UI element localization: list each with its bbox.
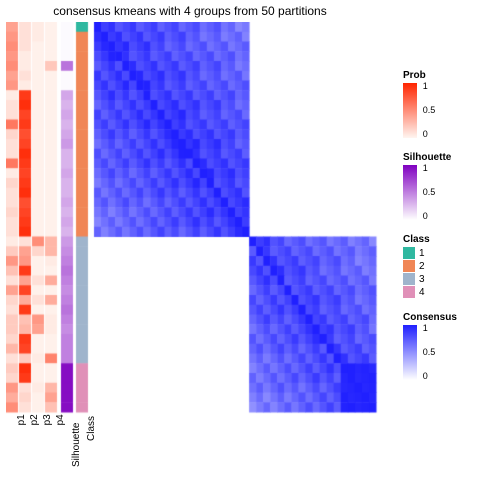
xlabel-p3: p3 [42,414,53,425]
page-title: consensus kmeans with 4 groups from 50 p… [0,4,380,18]
class-swatch-1: 1 [403,247,498,259]
class-swatch-4: 4 [403,286,498,298]
class-swatch-3: 3 [403,273,498,285]
prob-gradient [403,83,417,138]
xlabel-class: Class [86,416,97,441]
legend-silhouette: Silhouette 1 0.5 0 [403,152,498,220]
xlabel-p2: p2 [29,414,40,425]
consensus-heatmap [6,22,386,452]
xlabel-silhouette: Silhouette [71,423,82,467]
class-swatch-2: 2 [403,260,498,272]
legend-prob: Prob 1 0.5 0 [403,70,498,138]
xlabel-p1: p1 [16,414,27,425]
legend-consensus: Consensus 1 0.5 0 [403,312,498,380]
consensus-gradient [403,325,417,380]
legend-class: Class 1234 [403,234,498,298]
xlabel-p4: p4 [55,414,66,425]
silhouette-gradient [403,165,417,220]
legend-panel: Prob 1 0.5 0 Silhouette 1 0.5 0 Class 12… [403,70,498,394]
